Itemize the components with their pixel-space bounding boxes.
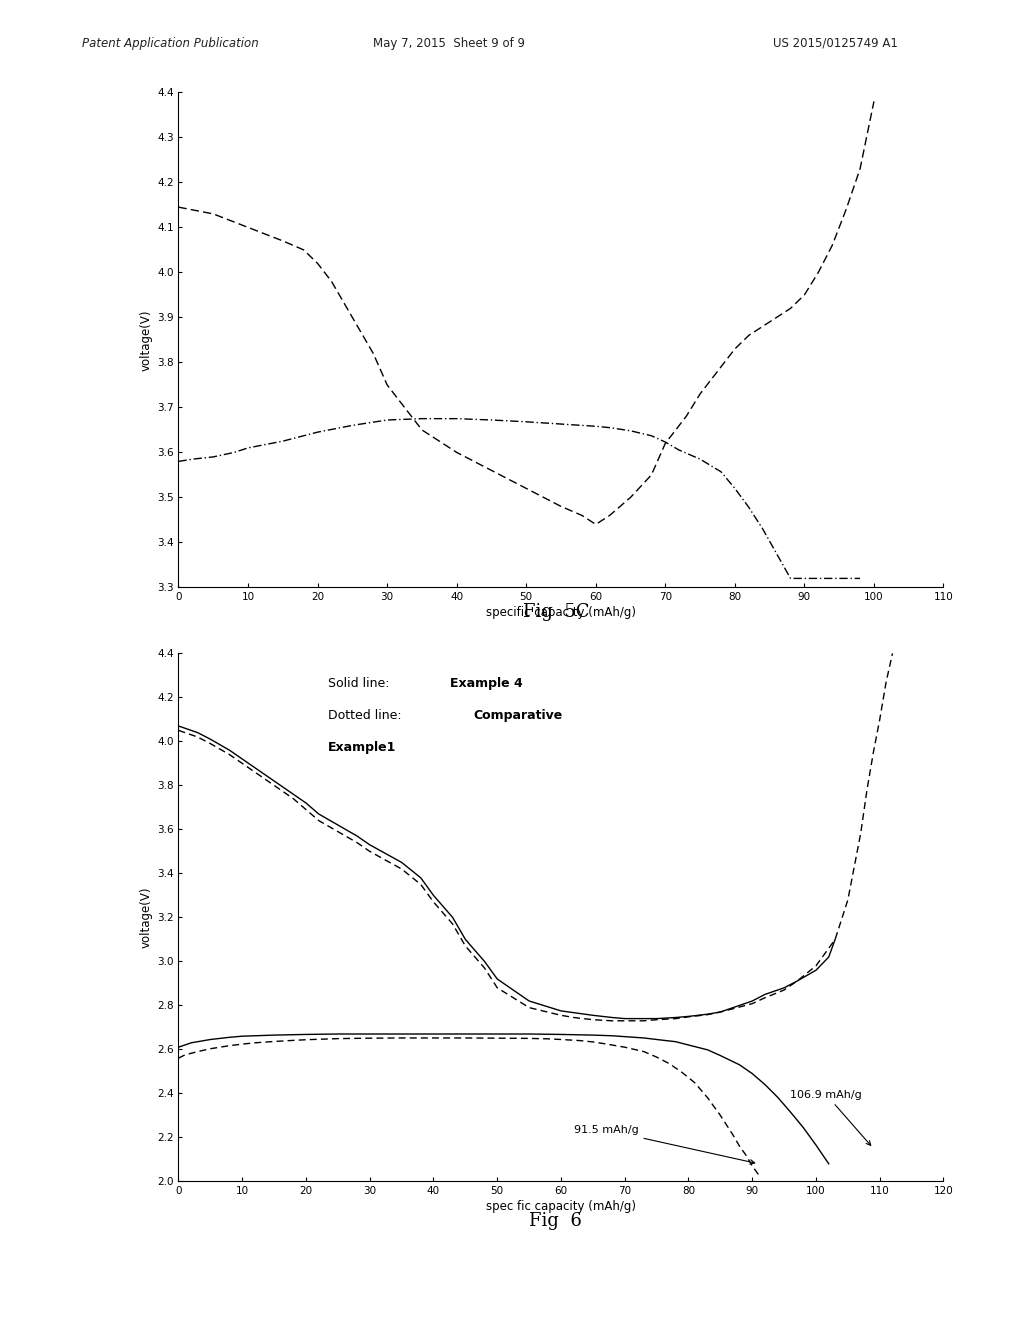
- Text: Solid line:: Solid line:: [327, 677, 396, 690]
- Y-axis label: voltage(V): voltage(V): [140, 887, 153, 948]
- Text: Fig  6: Fig 6: [529, 1212, 582, 1230]
- Text: Comparative: Comparative: [473, 709, 561, 722]
- Text: Patent Application Publication: Patent Application Publication: [82, 37, 258, 50]
- Text: 91.5 mAh/g: 91.5 mAh/g: [573, 1125, 754, 1164]
- Text: Fig  5C: Fig 5C: [522, 603, 589, 622]
- X-axis label: spec fic capacity (mAh/g): spec fic capacity (mAh/g): [485, 1200, 636, 1213]
- Text: US 2015/0125749 A1: US 2015/0125749 A1: [772, 37, 897, 50]
- Text: May 7, 2015  Sheet 9 of 9: May 7, 2015 Sheet 9 of 9: [372, 37, 525, 50]
- Text: Example1: Example1: [327, 741, 395, 754]
- Text: 106.9 mAh/g: 106.9 mAh/g: [790, 1090, 870, 1146]
- Y-axis label: voltage(V): voltage(V): [140, 309, 153, 371]
- Text: Example 4: Example 4: [449, 677, 523, 690]
- Text: Dotted line:: Dotted line:: [327, 709, 409, 722]
- X-axis label: specific capac ty (mAh/g): specific capac ty (mAh/g): [485, 606, 636, 619]
